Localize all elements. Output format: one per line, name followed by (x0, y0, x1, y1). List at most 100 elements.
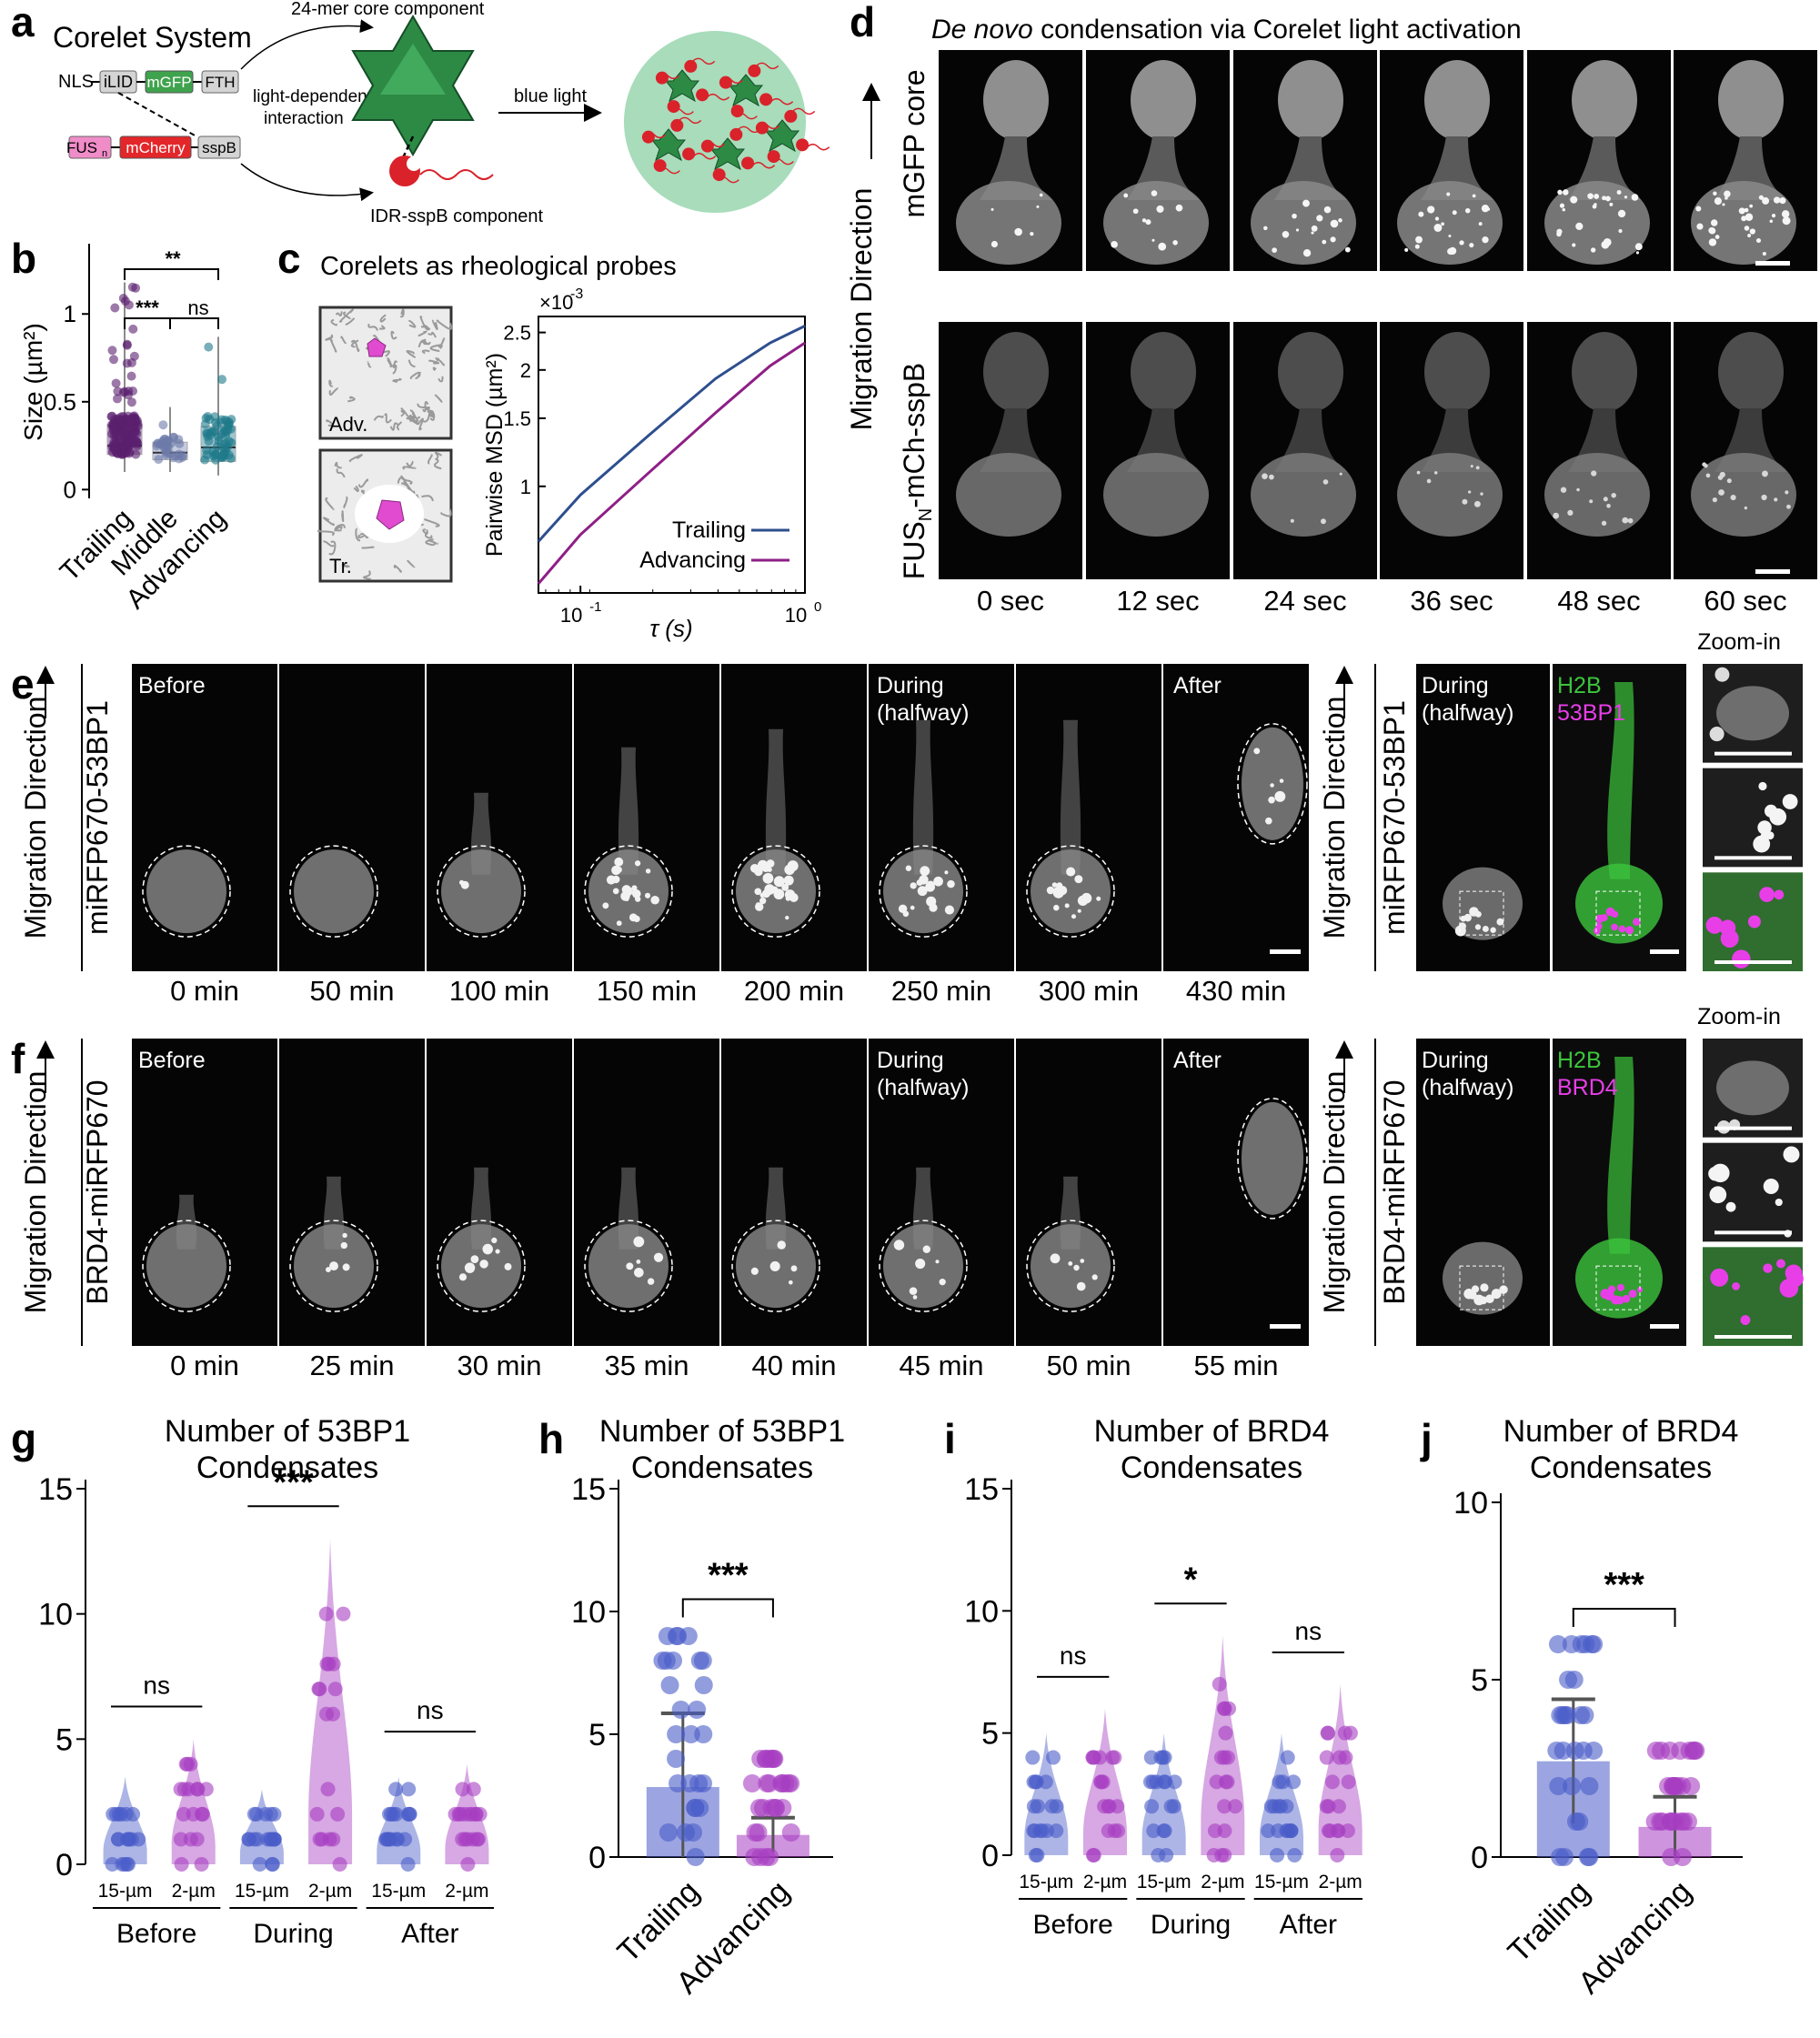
time-label: 150 min (597, 975, 697, 1007)
condensate-dot (470, 1255, 479, 1264)
mesh-strand (328, 387, 339, 397)
mini-idr (670, 118, 684, 132)
condensate-dot (1559, 203, 1565, 208)
panel-label-d: d (850, 0, 875, 45)
violin-point (1218, 1725, 1233, 1741)
condensate-dot (1611, 492, 1616, 498)
mesh-strand (428, 359, 440, 365)
zoom-tile (1703, 768, 1803, 868)
scale-bar (1650, 949, 1679, 954)
bar-point (667, 1750, 686, 1768)
condensate-dot (909, 1287, 918, 1295)
bar-point (660, 1676, 679, 1694)
condensate-dot (1418, 211, 1424, 217)
condensate-dot (1618, 228, 1623, 234)
bar-point (1562, 1635, 1581, 1653)
condensate-dot (1414, 244, 1420, 249)
condensate-dot (1050, 1253, 1061, 1264)
mesh-strand (437, 337, 446, 348)
cell-head (1572, 332, 1637, 412)
condensate-dot (1485, 1294, 1494, 1303)
condensate-dot (1475, 466, 1480, 470)
mesh-strand (403, 478, 416, 495)
condensate-dot (1081, 892, 1092, 904)
b-point (201, 413, 211, 423)
condensate-dot (754, 888, 762, 896)
chart-title-line: Number of 53BP1 (599, 1414, 845, 1449)
condensate-dot-magenta (1600, 914, 1608, 922)
cell-body (1397, 453, 1503, 537)
condensate-dot (504, 1262, 512, 1270)
c-xtick-label: 10 (785, 604, 807, 627)
mini-idr-tail (716, 176, 739, 184)
condensate-dot (1745, 213, 1754, 221)
mesh-strand (363, 570, 372, 580)
c-scale-exp: -3 (570, 286, 583, 302)
condensate-dot (1344, 246, 1351, 253)
b-point (212, 441, 222, 451)
mini-idr (741, 156, 755, 170)
mesh-strand (323, 517, 335, 527)
during-label-2: (halfway) (1422, 700, 1513, 726)
condensate-dot (919, 875, 929, 885)
mesh-strand (425, 406, 430, 412)
mesh-strand (334, 523, 346, 532)
condensate-dot (750, 1267, 759, 1275)
mesh-strand (389, 360, 398, 367)
cell-outline (879, 845, 968, 938)
b-sig: ** (165, 247, 181, 270)
zoom-dot (1763, 1179, 1779, 1195)
condensate-dot (1470, 465, 1473, 468)
condensate-dot-magenta (1611, 923, 1618, 931)
violin-point (1025, 1750, 1041, 1765)
violin-point (1167, 1774, 1182, 1790)
condensate-dot (1321, 518, 1326, 525)
c-scale-factor: ×10 (539, 291, 573, 314)
zoom-box (1459, 1265, 1504, 1310)
condensate-dot (1053, 904, 1060, 911)
condensate-dot (1404, 247, 1409, 252)
condensate-dot (785, 915, 789, 920)
condensate-dot (1434, 216, 1440, 221)
zoom-dot (1759, 887, 1775, 902)
condensate-dot (762, 872, 774, 884)
condensate-dot (1156, 205, 1164, 213)
mesh-strand (340, 336, 347, 345)
bar-point (746, 1823, 765, 1842)
xtick-label: 15-µm (1137, 1872, 1192, 1892)
mini-core (764, 119, 800, 153)
violin-point (105, 1857, 120, 1872)
violin-point (1030, 1848, 1045, 1862)
condensate-dot (633, 915, 640, 923)
condensate-dot (772, 1262, 778, 1267)
condensate-dot (1749, 228, 1755, 235)
b-bracket (169, 317, 219, 329)
condensate-dot (1322, 479, 1329, 485)
condensate-dot (1563, 189, 1569, 196)
b-point (125, 447, 135, 457)
d-time-label: 0 sec (977, 585, 1044, 617)
b-ytick-label: 1 (64, 300, 76, 327)
bar-point (688, 1701, 707, 1719)
condensate-dot (788, 1280, 793, 1285)
h2b-label: H2B (1557, 673, 1602, 698)
condensate-dot (1433, 471, 1438, 475)
time-label: 30 min (457, 1350, 541, 1381)
during-label: During (1422, 673, 1489, 698)
cell-body (441, 849, 521, 934)
zoom-dot (1709, 727, 1724, 742)
violin-point (174, 1857, 189, 1872)
bar-point (1662, 1848, 1681, 1866)
before-label: Before (138, 1048, 206, 1073)
violin-point (1101, 1823, 1116, 1839)
b-sig: *** (136, 296, 159, 319)
cell-body (1103, 453, 1209, 537)
condensate-dot (329, 1261, 338, 1271)
condensate-dot (1469, 907, 1479, 917)
mesh-strand (335, 311, 343, 316)
violin-point (1222, 1701, 1237, 1716)
condensate-dot (944, 905, 955, 915)
cell-neck-green (1607, 682, 1634, 879)
violin-point (1206, 1848, 1222, 1862)
b-point (174, 435, 184, 445)
